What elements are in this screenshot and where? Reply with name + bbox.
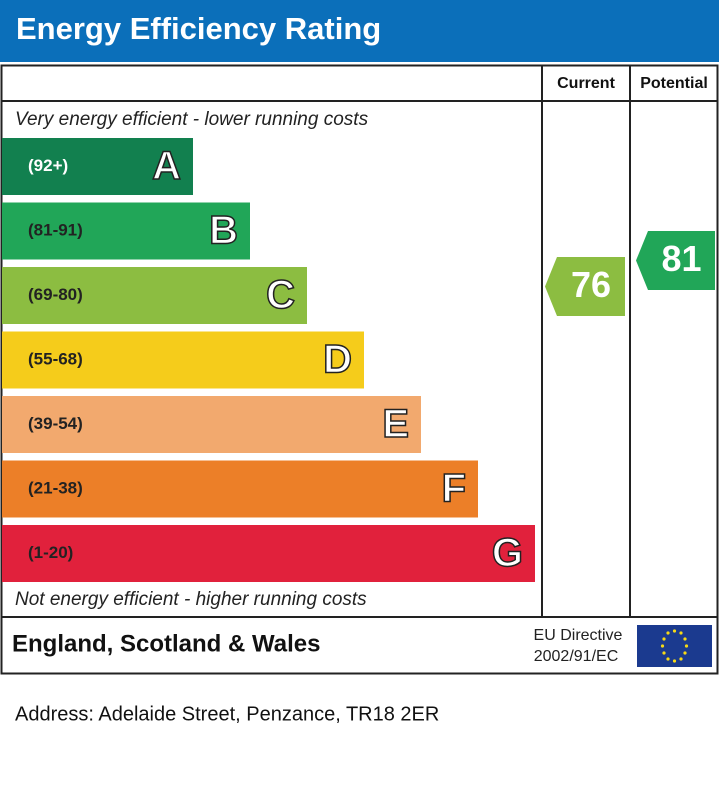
- band-letter: E: [382, 402, 409, 446]
- directive-line1: EU Directive: [534, 627, 623, 644]
- band-letter: C: [266, 273, 295, 317]
- band-range: (21-38): [28, 478, 83, 497]
- potential-score: 81: [661, 238, 701, 279]
- top-note: Very energy efficient - lower running co…: [15, 109, 369, 130]
- title: Energy Efficiency Rating: [16, 11, 381, 46]
- current-header: Current: [557, 75, 615, 92]
- band-bar: [2, 202, 250, 260]
- band-bar: [2, 331, 364, 389]
- band-range: (92+): [28, 156, 68, 175]
- band-bar: [2, 396, 421, 453]
- band-range: (39-54): [28, 414, 83, 433]
- band-letter: F: [442, 467, 466, 511]
- band-range: (81-91): [28, 220, 83, 239]
- frame: [0, 64, 719, 675]
- band-bar: [2, 267, 307, 324]
- current-score: 76: [571, 264, 611, 305]
- title-bar: [0, 0, 719, 62]
- band-letter: D: [323, 338, 352, 382]
- band-range: (55-68): [28, 349, 83, 368]
- eu-flag: [637, 625, 712, 667]
- band-bar: [2, 460, 478, 518]
- band-bar: [2, 525, 535, 582]
- band-bar: [2, 138, 193, 195]
- bottom-note: Not energy efficient - higher running co…: [15, 589, 367, 610]
- current-arrow: [545, 257, 625, 316]
- directive-line2: 2002/91/EC: [534, 648, 619, 665]
- band-range: (69-80): [28, 285, 83, 304]
- potential-header: Potential: [640, 75, 708, 92]
- address: Address: Adelaide Street, Penzance, TR18…: [15, 703, 439, 725]
- region: England, Scotland & Wales: [12, 630, 320, 657]
- band-letter: A: [152, 144, 181, 188]
- potential-arrow: [636, 231, 715, 290]
- band-range: (1-20): [28, 543, 73, 562]
- band-letter: G: [492, 531, 523, 575]
- band-letter: B: [209, 209, 238, 253]
